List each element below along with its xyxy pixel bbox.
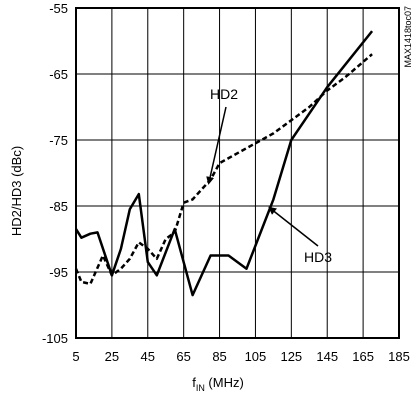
x-tick-label: 125 xyxy=(280,349,302,364)
annotations: HD2 HD3 xyxy=(206,86,332,265)
x-tick-label: 165 xyxy=(352,349,374,364)
annotation-hd2-label: HD2 xyxy=(210,86,238,102)
x-axis-label-sub: IN xyxy=(196,383,205,393)
annotation-hd3-label: HD3 xyxy=(304,249,332,265)
y-tick-label: -55 xyxy=(49,1,68,16)
plot-frame xyxy=(75,7,400,339)
y-tick-label: -65 xyxy=(49,67,68,82)
x-axis-label-rest: (MHz) xyxy=(205,375,244,390)
x-tick-label: 105 xyxy=(245,349,267,364)
y-tick-label: -95 xyxy=(49,265,68,280)
series-lines xyxy=(74,30,374,297)
y-tick-labels: -105 -95 -85 -75 -65 -55 xyxy=(42,1,68,346)
x-tick-label: 85 xyxy=(212,349,226,364)
series-hd3-line xyxy=(74,30,374,297)
y-tick-label: -105 xyxy=(42,331,68,346)
x-tick-label: 25 xyxy=(105,349,119,364)
annotation-hd2-arrow xyxy=(206,106,227,185)
x-axis-label-main: f xyxy=(192,375,196,390)
x-tick-label: 185 xyxy=(388,349,410,364)
x-tick-label: 5 xyxy=(72,349,79,364)
y-tick-label: -75 xyxy=(49,133,68,148)
side-label: MAX1418toc07 xyxy=(403,6,413,68)
x-tick-label: 45 xyxy=(141,349,155,364)
y-tick-label: -85 xyxy=(49,199,68,214)
y-axis-label: HD2/HD3 (dBc) xyxy=(9,146,24,236)
x-tick-label: 65 xyxy=(176,349,190,364)
annotation-hd3-arrow xyxy=(268,206,319,247)
x-axis-label: fIN (MHz) xyxy=(192,375,244,393)
x-tick-label: 145 xyxy=(316,349,338,364)
x-tick-labels: 5 25 45 65 85 105 125 145 165 185 xyxy=(72,349,409,364)
